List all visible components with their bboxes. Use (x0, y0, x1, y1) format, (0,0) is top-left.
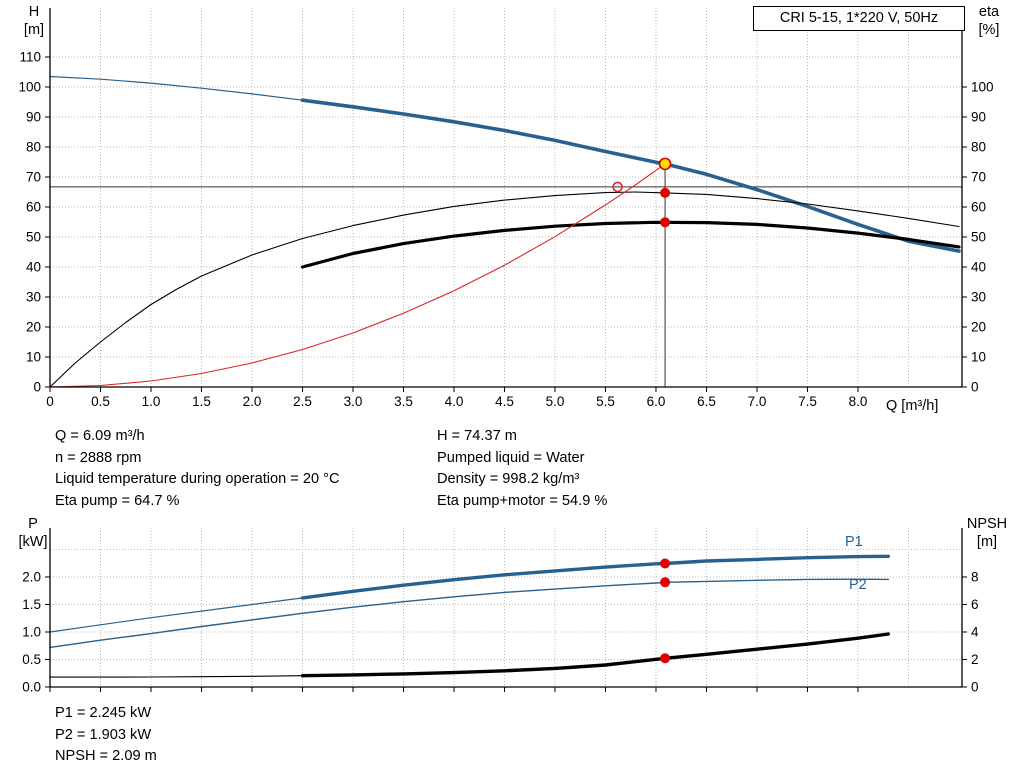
annotation-q: Q = 6.09 m³/h (55, 428, 145, 444)
svg-text:6.0: 6.0 (647, 394, 666, 409)
NPSH-curve-unselected (49, 675, 304, 678)
svg-text:2: 2 (971, 652, 979, 667)
annotation-pumped-liquid: Pumped liquid = Water (437, 449, 585, 466)
duty-point-eta-total (660, 217, 671, 228)
duty-annotations-col2: H = 74.37 m Pumped liquid = Water Densit… (437, 426, 607, 512)
svg-text:4: 4 (971, 624, 979, 639)
left-axis-header-h: H [m] (12, 4, 56, 39)
svg-text:50: 50 (971, 229, 986, 244)
x-axis-label: Q [m³/h] (886, 398, 939, 414)
npsh-axis-unit: [m] (976, 533, 998, 550)
right-axis-title: eta (978, 4, 1000, 20)
svg-text:0.0: 0.0 (22, 680, 41, 695)
svg-text:3.0: 3.0 (344, 394, 363, 409)
power-annotations: P1 = 2.245 kW P2 = 1.903 kW NPSH = 2.09 … (55, 703, 157, 768)
svg-text:80: 80 (971, 139, 986, 154)
svg-text:2.5: 2.5 (293, 394, 312, 409)
svg-text:2.0: 2.0 (243, 394, 262, 409)
svg-text:40: 40 (971, 259, 986, 274)
svg-text:6: 6 (971, 597, 979, 612)
svg-text:5.0: 5.0 (546, 394, 565, 409)
svg-text:90: 90 (26, 109, 41, 124)
svg-text:10: 10 (26, 349, 41, 364)
left-axis-unit: [m] (23, 21, 45, 38)
pump-designation-box: CRI 5-15, 1*220 V, 50Hz (753, 6, 965, 31)
p1-curve-label: P1 (845, 534, 863, 550)
svg-text:1.5: 1.5 (22, 597, 41, 612)
svg-text:50: 50 (26, 229, 41, 244)
annotation-eta-pump-motor: Eta pump+motor = 54.9 % (437, 492, 608, 509)
QH-curve-unselected (49, 75, 304, 101)
svg-text:1.0: 1.0 (22, 624, 41, 639)
svg-text:0: 0 (971, 680, 979, 695)
svg-text:8: 8 (971, 569, 979, 584)
annotation-eta-pump: Eta pump = 64.7 % (55, 492, 180, 509)
annotation-density: Density = 998.2 kg/m³ (437, 471, 580, 487)
duty-annotations-col1: Q = 6.09 m³/h n = 2888 rpm Liquid temper… (55, 426, 340, 512)
annotation-p1: P1 = 2.245 kW (55, 705, 152, 721)
svg-text:6.5: 6.5 (697, 394, 716, 409)
right-axis-header-eta: eta [%] (965, 4, 1013, 39)
svg-text:2.0: 2.0 (22, 569, 41, 584)
svg-text:100: 100 (18, 79, 41, 94)
svg-text:10: 10 (971, 349, 986, 364)
power-axis-title: P (28, 516, 38, 532)
right-axis-unit: [%] (978, 21, 1000, 38)
svg-text:4.5: 4.5 (495, 394, 514, 409)
svg-text:60: 60 (971, 199, 986, 214)
requested-duty-point (612, 181, 623, 193)
svg-text:110: 110 (19, 49, 41, 64)
svg-text:8.0: 8.0 (849, 394, 868, 409)
P1-curve-unselected (49, 597, 304, 633)
svg-text:0: 0 (971, 380, 979, 395)
npsh-axis-title: NPSH (966, 516, 1008, 532)
duty-point-npsh (660, 653, 671, 664)
svg-text:70: 70 (971, 169, 986, 184)
duty-point-eta-pump (660, 187, 671, 198)
P1-curve (300, 554, 890, 600)
svg-text:7.5: 7.5 (798, 394, 817, 409)
svg-text:30: 30 (26, 289, 41, 304)
duty-point-p1 (660, 558, 671, 569)
annotation-h: H = 74.37 m (437, 428, 517, 444)
system-curve (49, 163, 666, 388)
power-axis-unit: [kW] (18, 533, 48, 550)
eta-pump-motor-curve (300, 220, 961, 269)
svg-text:100: 100 (971, 79, 994, 94)
svg-text:0.5: 0.5 (22, 652, 41, 667)
svg-text:4.0: 4.0 (445, 394, 464, 409)
svg-text:7.0: 7.0 (748, 394, 767, 409)
annotation-npsh: NPSH = 2.09 m (55, 748, 157, 764)
P2-curve (49, 578, 889, 649)
p2-curve-label: P2 (849, 577, 867, 593)
svg-text:3.5: 3.5 (394, 394, 413, 409)
svg-text:1.0: 1.0 (142, 394, 161, 409)
svg-text:20: 20 (971, 319, 986, 334)
duty-point-p2 (660, 577, 671, 588)
svg-text:0: 0 (46, 394, 54, 409)
QH-curve (300, 98, 961, 253)
npsh-axis-header: NPSH [m] (956, 516, 1018, 551)
annotation-liquid-temp: Liquid temperature during operation = 20… (55, 471, 340, 487)
left-axis-title: H (28, 4, 40, 20)
svg-text:90: 90 (971, 109, 986, 124)
svg-text:40: 40 (26, 259, 41, 274)
svg-text:5.5: 5.5 (596, 394, 615, 409)
power-axis-header: P [kW] (10, 516, 56, 551)
annotation-speed: n = 2888 rpm (55, 449, 142, 466)
svg-text:0: 0 (33, 380, 41, 395)
annotation-p2: P2 = 1.903 kW (55, 726, 152, 743)
duty-point-qh (658, 157, 672, 171)
svg-text:20: 20 (26, 319, 41, 334)
svg-text:80: 80 (26, 139, 41, 154)
NPSH-curve (300, 632, 890, 678)
svg-text:30: 30 (971, 289, 986, 304)
eta-pump-curve (49, 191, 960, 388)
svg-text:1.5: 1.5 (192, 394, 211, 409)
svg-text:70: 70 (26, 169, 41, 184)
svg-text:0.5: 0.5 (91, 394, 110, 409)
svg-text:60: 60 (26, 199, 41, 214)
